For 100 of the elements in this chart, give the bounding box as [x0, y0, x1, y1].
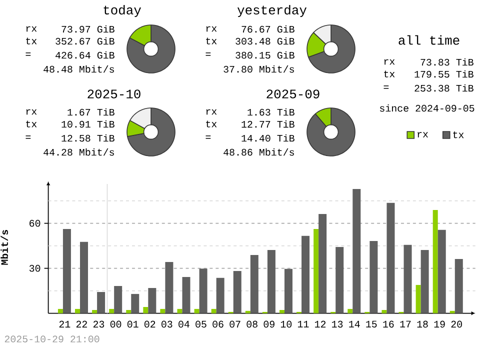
bar — [336, 247, 344, 314]
chart-title: 2025-09 — [266, 90, 320, 98]
x-tick-label: 04 — [178, 320, 190, 328]
text: rx — [384, 59, 395, 65]
bar — [404, 244, 412, 314]
text: 73.83 TiB — [420, 58, 474, 66]
bar — [177, 308, 182, 314]
bar — [131, 294, 140, 314]
text: rx — [26, 26, 37, 32]
text: 253.38 TiB — [414, 84, 474, 92]
text: 1.63 TiB — [248, 108, 294, 116]
bar — [62, 229, 71, 314]
x-tick-label: 05 — [196, 320, 206, 328]
bar — [109, 308, 114, 314]
bar — [314, 229, 319, 314]
bar — [382, 310, 387, 314]
text: = — [26, 136, 31, 139]
text: 380.15 GiB — [236, 51, 294, 59]
x-tick-label: 09 — [264, 320, 274, 328]
bar — [284, 268, 292, 314]
x-tick-label: 14 — [349, 320, 360, 328]
chart-title: yesterday — [237, 4, 307, 18]
x-tick-label: 20 — [451, 320, 462, 328]
bar — [58, 308, 63, 314]
bar — [148, 288, 156, 314]
bar — [245, 310, 250, 314]
text: 1.67 TiB — [68, 108, 114, 116]
text: 10.91 TiB — [62, 120, 114, 128]
bar — [318, 214, 327, 314]
x-tick-label: 23 — [93, 320, 104, 328]
x-tick-label: 10 — [280, 320, 292, 328]
x-tick-label: 21 — [59, 320, 70, 328]
text: tx — [206, 120, 217, 128]
text: 2025-10-29 21:00 — [4, 336, 100, 342]
bar — [233, 271, 242, 314]
bar — [143, 307, 148, 314]
text: 48.86 Mbit/s — [224, 148, 294, 156]
x-tick-label: 15 — [366, 320, 377, 328]
x-tick-label: 22 — [76, 320, 87, 328]
bar — [97, 292, 106, 314]
x-tick-label: 02 — [144, 320, 156, 328]
text: tx — [206, 38, 217, 44]
bar — [416, 284, 421, 314]
x-tick-label: 18 — [417, 320, 428, 328]
text: rx — [206, 109, 217, 115]
bar — [199, 268, 208, 314]
bar — [352, 188, 361, 314]
x-tick-label: 06 — [212, 320, 224, 328]
text: 14.40 TiB — [242, 134, 294, 142]
text: tx — [26, 38, 37, 44]
bar — [348, 308, 353, 314]
bar — [438, 230, 446, 314]
bar — [114, 286, 122, 314]
bar — [279, 310, 284, 314]
text: = — [206, 136, 211, 139]
bar — [126, 310, 132, 314]
text: = — [26, 52, 31, 56]
bar — [267, 250, 276, 314]
x-tick-label: 17 — [400, 320, 411, 328]
y-tick-label: 30 — [29, 264, 40, 272]
legend-label: rx — [418, 132, 428, 138]
bar — [420, 250, 429, 314]
bar — [432, 210, 438, 314]
x-tick-label: 19 — [434, 320, 445, 328]
bar — [160, 308, 166, 314]
x-tick-label: 03 — [162, 320, 172, 328]
x-tick-label: 13 — [332, 320, 343, 328]
text: = — [384, 86, 389, 89]
text: 44.28 Mbit/s — [44, 148, 114, 156]
x-tick-label: 16 — [383, 320, 394, 328]
y-tick-label: 60 — [30, 220, 40, 227]
bar — [450, 310, 455, 314]
chart-title: today — [104, 4, 142, 18]
x-tick-label: 08 — [246, 320, 258, 328]
text: tx — [26, 120, 37, 128]
bar — [250, 254, 258, 314]
x-tick-label: 12 — [315, 320, 326, 328]
x-tick-label: 00 — [110, 320, 122, 328]
text: = — [206, 52, 211, 56]
chart-title: 2025-10 — [88, 90, 140, 98]
text: 12.58 TiB — [62, 134, 114, 142]
text: 48.48 Mbit/s — [44, 65, 114, 73]
bar — [454, 259, 463, 314]
bar — [194, 308, 200, 314]
x-tick-label: 11 — [298, 320, 309, 328]
bar — [165, 262, 174, 314]
bar — [211, 308, 216, 314]
legend-label: tx — [453, 131, 464, 138]
text: 179.55 TiB — [414, 70, 474, 78]
text: 426.64 GiB — [56, 51, 114, 59]
bar — [182, 277, 190, 314]
bar — [302, 236, 310, 314]
y-axis-title: Mbit/s — [0, 230, 8, 265]
text: since 2024-09-05 — [380, 104, 474, 112]
text: 12.77 TiB — [242, 120, 294, 128]
bar — [216, 278, 224, 314]
bar — [370, 241, 378, 314]
text: rx — [26, 109, 37, 115]
text: 352.67 GiB — [56, 37, 114, 45]
text: rx — [206, 26, 217, 32]
